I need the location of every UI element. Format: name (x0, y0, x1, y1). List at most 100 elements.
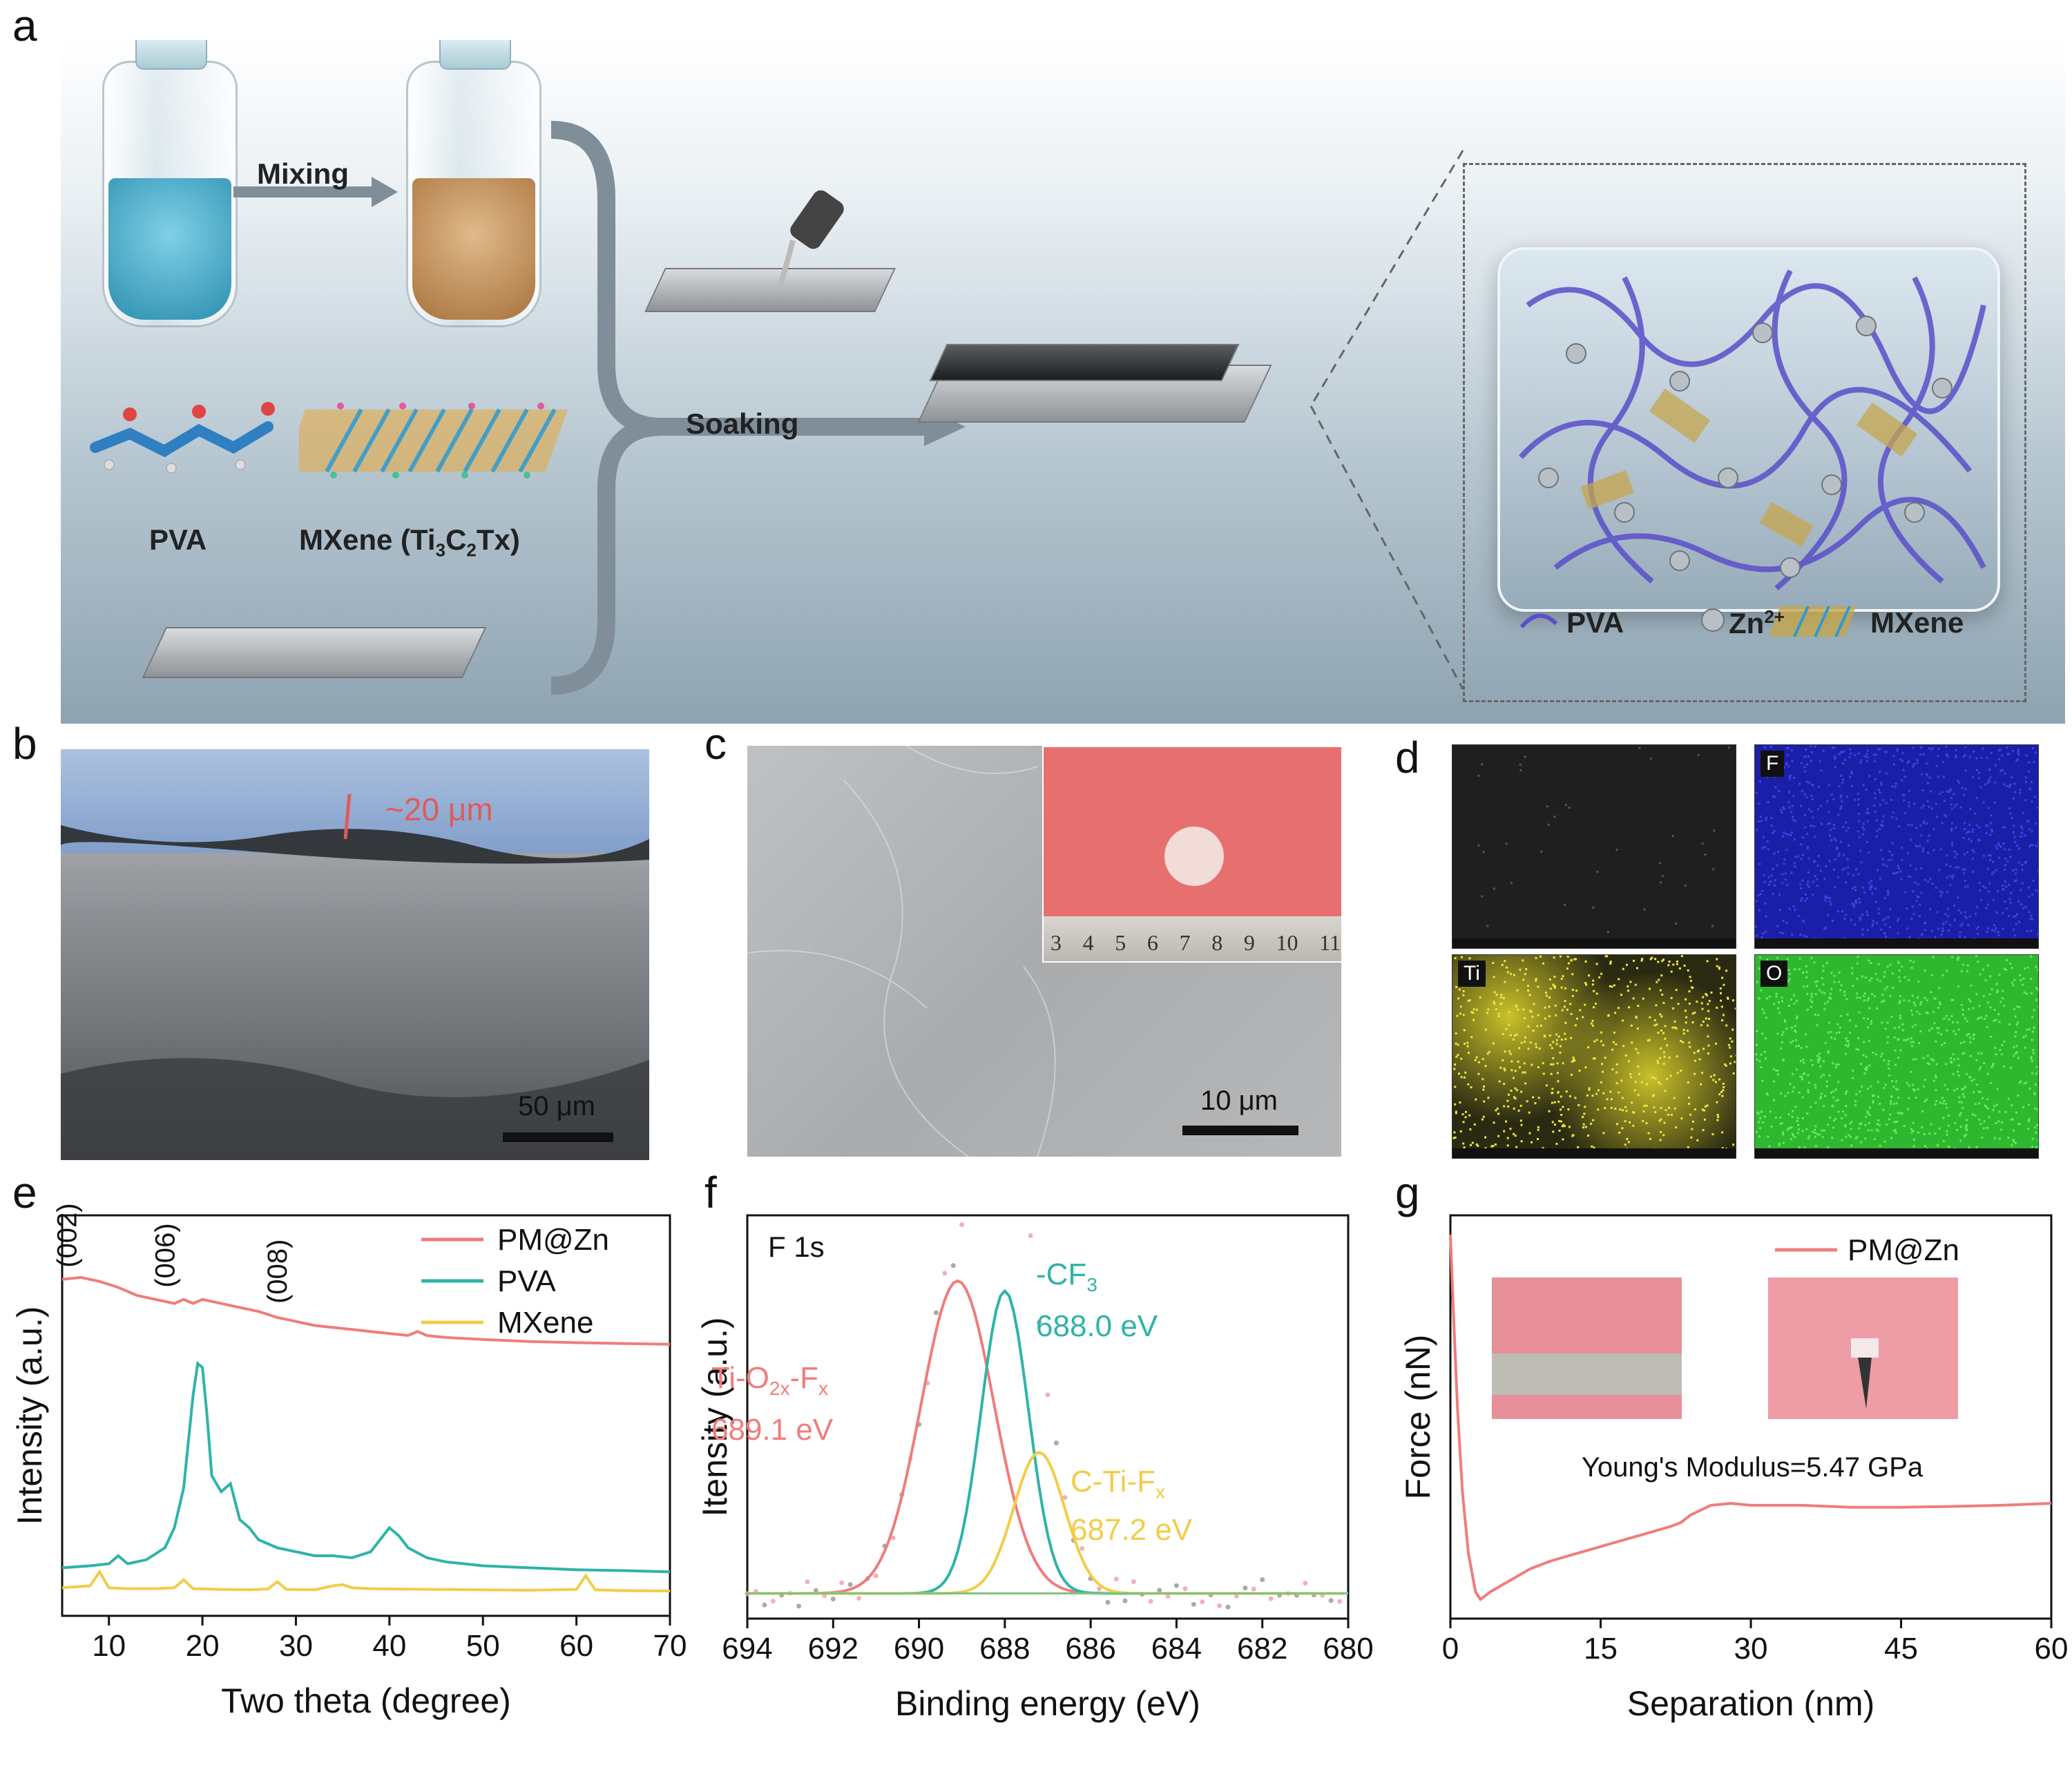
raw-data-point (1105, 1599, 1111, 1605)
plot-frame (746, 1214, 1350, 1620)
legend-label: PM@Zn (1848, 1233, 1959, 1267)
ruler-number: 3 (1051, 930, 1062, 955)
mixed-solution (412, 178, 535, 320)
eds-dot-pattern (1452, 746, 1736, 948)
schematic-legend (1519, 606, 1857, 637)
y-axis-label: Intensity (a.u.) (14, 1306, 49, 1525)
youngs-modulus-label: Young's Modulus=5.47 GPa (1582, 1452, 1924, 1483)
raw-data-point (1053, 1440, 1059, 1446)
inset-ruler (1492, 1353, 1682, 1395)
zoom-box (1463, 163, 2026, 702)
pouring-beaker-icon (776, 190, 844, 290)
legend-label: PVA (497, 1264, 556, 1298)
peak-label-part: 2x (769, 1378, 790, 1399)
x-tick-label: 15 (1584, 1632, 1618, 1666)
peak-label-part: x (818, 1378, 828, 1399)
mixed-bottle (406, 40, 541, 327)
series-line-mxene (61, 1569, 671, 1592)
ruler-number: 7 (1179, 930, 1191, 955)
force-curve-line (1449, 1234, 2052, 1602)
raw-data-point (856, 1596, 862, 1601)
eds-element-label: F (1761, 751, 1785, 777)
x-tick-label: 70 (653, 1629, 687, 1663)
raw-data-point (796, 1603, 802, 1609)
peak-energy-label: 688.0 eV (1036, 1309, 1158, 1343)
raw-data-point (1225, 1604, 1231, 1610)
x-tick-label: 690 (894, 1632, 944, 1666)
hydrogel-block (1497, 247, 2000, 612)
eds-dot-pattern (1452, 955, 1736, 1158)
mixing-arrow (233, 177, 398, 207)
eds-map-sem (1452, 744, 1736, 949)
raw-data-point (942, 1271, 948, 1276)
raw-data-point (1028, 1233, 1033, 1238)
x-tick-label: 60 (559, 1629, 593, 1663)
raw-data-point (1243, 1585, 1248, 1591)
x-axis-label: Two theta (degree) (221, 1681, 511, 1720)
ruler-number: 6 (1147, 930, 1158, 955)
schematic-panel: Mixing PVA MXene (Ti3C2Tx) Soaking (61, 40, 2065, 724)
raw-data-point (830, 1597, 836, 1602)
eds-element-label: O (1761, 961, 1788, 987)
x-tick-label: 10 (92, 1629, 126, 1663)
peak-label: C-Ti-Fx (1071, 1465, 1165, 1503)
ruler-number: 10 (1276, 930, 1298, 955)
plot-frame (61, 1214, 671, 1617)
thickness-label: ~20 μm (385, 791, 493, 827)
raw-data-point (1097, 1586, 1102, 1592)
x-tick-label: 694 (722, 1632, 772, 1666)
ruler-number: 5 (1115, 930, 1126, 955)
raw-data-point (1251, 1586, 1256, 1592)
peak-label-part: x (1155, 1481, 1165, 1503)
raw-data-point (1131, 1579, 1136, 1584)
raw-data-point (959, 1222, 965, 1227)
mxene-label: MXene (Ti3C2Tx) (299, 523, 520, 561)
x-tick-label: 30 (279, 1629, 313, 1663)
raw-data-point (1191, 1601, 1196, 1607)
raw-data-point (1217, 1603, 1222, 1608)
x-tick-label: 45 (1884, 1632, 1918, 1666)
panel-label-f: f (704, 1168, 717, 1217)
x-tick-label: 682 (1237, 1632, 1287, 1666)
panel-label-c: c (704, 719, 727, 769)
inset-photo-left (1492, 1277, 1682, 1419)
y-axis-label: Itensity (a.u.) (698, 1318, 734, 1517)
x-tick-label: 60 (2035, 1632, 2069, 1666)
tweezer-tip (1858, 1357, 1872, 1409)
pva-solution (108, 178, 231, 320)
series-line-pva (61, 1360, 671, 1574)
raw-data-point (770, 1599, 776, 1604)
eds-dot-pattern (1755, 745, 2038, 948)
raw-data-point (1337, 1599, 1343, 1604)
raw-data-point (762, 1602, 767, 1608)
peak-label-part: -F (789, 1361, 818, 1395)
y-axis-label: Force (nN) (1399, 1335, 1437, 1500)
legend-mxene: MXene (1870, 606, 1964, 639)
raw-data-point (1045, 1392, 1051, 1398)
x-tick-label: 30 (1734, 1632, 1768, 1666)
peak-label-part: -CF (1036, 1257, 1086, 1291)
raw-data-point (1037, 1320, 1042, 1325)
eds-map-f: F (1754, 744, 2039, 949)
ruler: 3 4 5 6 7 8 9 10 11 (1044, 916, 1341, 961)
x-tick-label: 686 (1065, 1632, 1115, 1666)
peak-energy-label: 687.2 eV (1071, 1513, 1193, 1547)
peak-energy-label: 689.1 eV (711, 1413, 834, 1447)
scale-bar-label: 50 μm (518, 1091, 595, 1121)
soaking-label: Soaking (686, 407, 799, 440)
pva-label: PVA (149, 523, 207, 556)
x-tick-label: 680 (1323, 1632, 1373, 1666)
scale-bar-label: 10 μm (1200, 1086, 1278, 1116)
x-tick-label: 0 (1442, 1632, 1459, 1666)
ruler-number: 8 (1211, 930, 1223, 955)
bottle-cap (439, 40, 511, 70)
xps-chart: 694 692 690 688 686 684 682 680 Binding energy (… (698, 1214, 1374, 1723)
legend-label: MXene (497, 1306, 593, 1340)
raw-data-point (1080, 1545, 1085, 1551)
sem-cross-section: ~20 μm 50 μm (61, 749, 649, 1160)
raw-data-point (813, 1588, 818, 1593)
force-chart: 0 15 30 45 60 Separation (nm) Force (nN) PM@Zn Y… (1399, 1214, 2069, 1723)
peak-index-label: (008) (262, 1240, 293, 1304)
ruler-number: 11 (1319, 930, 1341, 955)
raw-data-point (1268, 1596, 1274, 1601)
